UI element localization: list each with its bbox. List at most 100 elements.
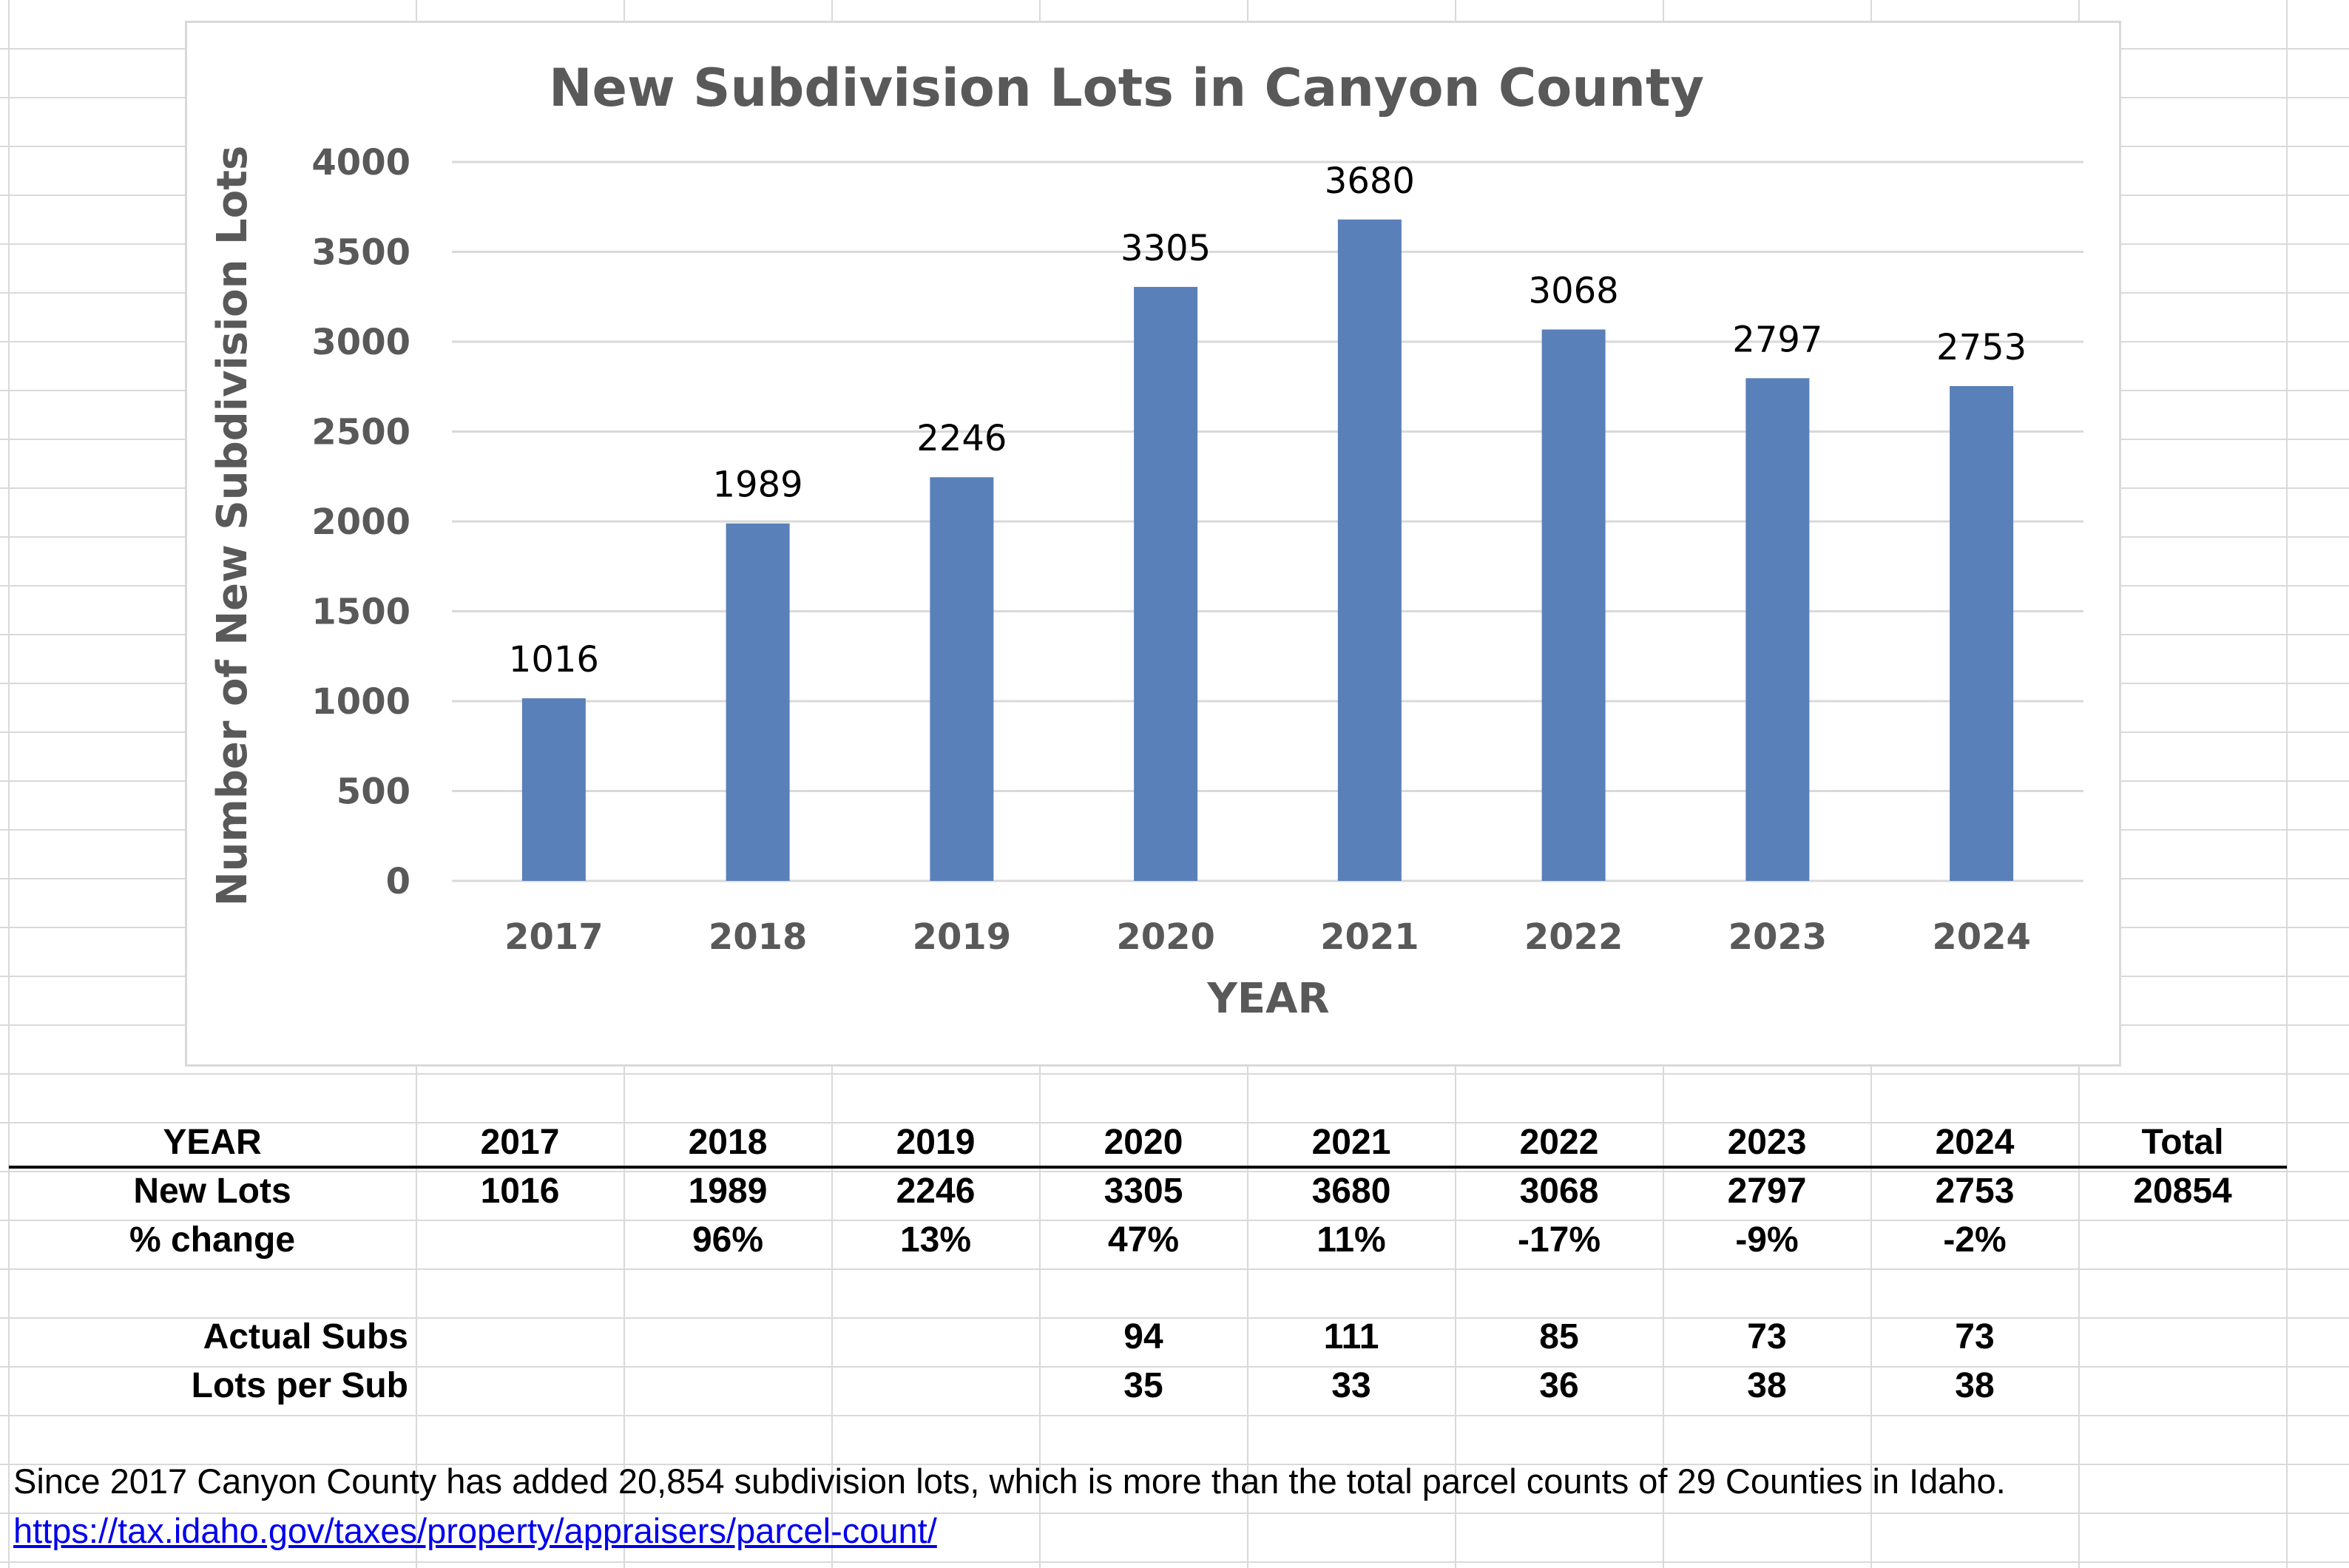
table-cell: -9% <box>1735 1220 1799 1260</box>
bar-2023 <box>1745 378 1810 882</box>
bar-2024 <box>1950 386 2014 881</box>
table-cell <box>832 1362 1039 1410</box>
y-tick-label: 3500 <box>311 232 410 274</box>
data-labels: 1016 1989 2246 3305 3680 3068 2797 2753 <box>509 160 2027 680</box>
table-cell: Total <box>2141 1123 2224 1162</box>
y-tick-label: 2000 <box>311 501 410 543</box>
table-cell <box>416 1216 623 1265</box>
table-cell: 2019 <box>896 1123 976 1162</box>
row-label: YEAR <box>163 1123 262 1162</box>
table-cell: 2020 <box>1103 1123 1183 1162</box>
table-cell: 2246 <box>896 1172 976 1211</box>
bar-2021 <box>1337 219 1402 881</box>
table-cell: 3305 <box>1103 1172 1183 1211</box>
gridlines <box>452 160 2083 882</box>
chart-area[interactable]: 1016 1989 2246 3305 3680 3068 2797 2753 0 500 100… <box>185 21 2121 1067</box>
parcel-count-link[interactable]: https://tax.idaho.gov/taxes/property/app… <box>13 1511 937 1550</box>
table-cell: 13% <box>899 1220 972 1260</box>
footnote: Since 2017 Canyon County has added 20,85… <box>13 1461 2006 1501</box>
x-axis-title: YEAR <box>1206 975 1329 1023</box>
data-label: 2797 <box>1732 319 1822 360</box>
data-label: 1016 <box>509 639 599 680</box>
x-tick-label: 2021 <box>1320 916 1419 958</box>
table-cell: -2% <box>1943 1220 2007 1260</box>
y-tick-label: 3000 <box>311 322 410 363</box>
table-cell: 47% <box>1107 1220 1180 1260</box>
table-cell: 2024 <box>1935 1123 2015 1162</box>
table-cell: 3068 <box>1519 1172 1599 1211</box>
table-cell: -17% <box>1517 1220 1601 1260</box>
table-cell: 2017 <box>480 1123 560 1162</box>
y-tick-label: 500 <box>337 771 410 813</box>
data-label: 1989 <box>713 464 803 506</box>
row-label: % change <box>129 1220 296 1260</box>
table-row: New Lots 1016 1989 2246 3305 3680 3068 2797 2753… <box>0 1167 2349 1216</box>
y-tick-label: 2500 <box>311 412 410 453</box>
x-tick-label: 2019 <box>913 916 1012 958</box>
table-cell: 33 <box>1331 1366 1371 1405</box>
bar-2019 <box>930 477 994 881</box>
table-cell <box>416 1362 623 1410</box>
data-label: 3680 <box>1325 160 1415 202</box>
table-cell <box>2079 1313 2286 1362</box>
table-row: Lots per Sub 35 33 36 38 38 <box>0 1362 2349 1410</box>
y-tick-label: 0 <box>386 861 410 902</box>
data-label: 3068 <box>1529 270 1619 311</box>
row-label: New Lots <box>133 1172 291 1211</box>
row-label: Actual Subs <box>203 1317 408 1356</box>
table-cell: 73 <box>1955 1317 1995 1356</box>
table-cell: 96% <box>692 1220 764 1260</box>
table-cell: 2023 <box>1727 1123 1807 1162</box>
table-row: % change 96% 13% 47% 11% -17% -9% -2% <box>0 1216 2349 1265</box>
table-cell: 1989 <box>688 1172 768 1211</box>
table-cell: 73 <box>1747 1317 1787 1356</box>
table-cell: 11% <box>1317 1220 1386 1260</box>
table-cell: 38 <box>1747 1366 1787 1405</box>
table-cell: 1016 <box>480 1172 560 1211</box>
y-axis-title: Number of New Subdivision Lots <box>209 146 257 907</box>
table-cell <box>416 1313 623 1362</box>
x-tick-label: 2022 <box>1524 916 1623 958</box>
row-label: Lots per Sub <box>191 1366 408 1405</box>
data-label: 3305 <box>1121 228 1211 269</box>
table-row: YEAR 2017 2018 2019 2020 2021 2022 2023 2024 Tota… <box>0 1118 2349 1167</box>
y-tick-label: 4000 <box>311 142 410 183</box>
table-cell: 20854 <box>2133 1172 2232 1211</box>
x-tick-label: 2017 <box>504 916 604 958</box>
table-row: Actual Subs 94 111 85 73 73 <box>0 1313 2349 1362</box>
bar-2020 <box>1134 286 1198 881</box>
header-underline <box>9 1166 2287 1169</box>
x-axis-ticks: 2017 2018 2019 2020 2021 2022 2023 2024 <box>504 916 2031 958</box>
table-cell: 2797 <box>1727 1172 1807 1211</box>
x-tick-label: 2024 <box>1932 916 2031 958</box>
table-cell: 2022 <box>1519 1123 1599 1162</box>
table-cell <box>624 1313 831 1362</box>
table-cell: 3680 <box>1311 1172 1391 1211</box>
table-cell: 2018 <box>688 1123 768 1162</box>
data-label: 2246 <box>916 418 1007 459</box>
table-cell <box>2079 1216 2286 1265</box>
chart-title: New Subdivision Lots in Canyon County <box>549 58 1704 118</box>
table-cell: 35 <box>1123 1366 1163 1405</box>
bars <box>521 219 2014 882</box>
bar-2018 <box>726 523 790 881</box>
x-tick-label: 2018 <box>709 916 808 958</box>
table-cell: 85 <box>1539 1317 1579 1356</box>
bar-2017 <box>521 698 586 881</box>
table-cell: 2021 <box>1311 1123 1391 1162</box>
table-cell: 36 <box>1539 1366 1579 1405</box>
x-tick-label: 2023 <box>1728 916 1828 958</box>
table-cell <box>624 1362 831 1410</box>
table-cell: 94 <box>1123 1317 1163 1356</box>
y-axis-ticks: 0 500 1000 1500 2000 2500 3000 3500 4000 <box>311 142 410 902</box>
table-cell: 38 <box>1955 1366 1995 1405</box>
y-tick-label: 1500 <box>311 592 410 633</box>
table-cell <box>832 1313 1039 1362</box>
table-cell: 111 <box>1323 1317 1379 1356</box>
x-tick-label: 2020 <box>1116 916 1215 958</box>
data-label: 2753 <box>1936 327 2027 368</box>
y-tick-label: 1000 <box>311 681 410 723</box>
table-cell: 2753 <box>1935 1172 2015 1211</box>
bar-2022 <box>1541 329 1606 881</box>
bar-chart: 1016 1989 2246 3305 3680 3068 2797 2753 0 500 100… <box>209 58 2083 1023</box>
